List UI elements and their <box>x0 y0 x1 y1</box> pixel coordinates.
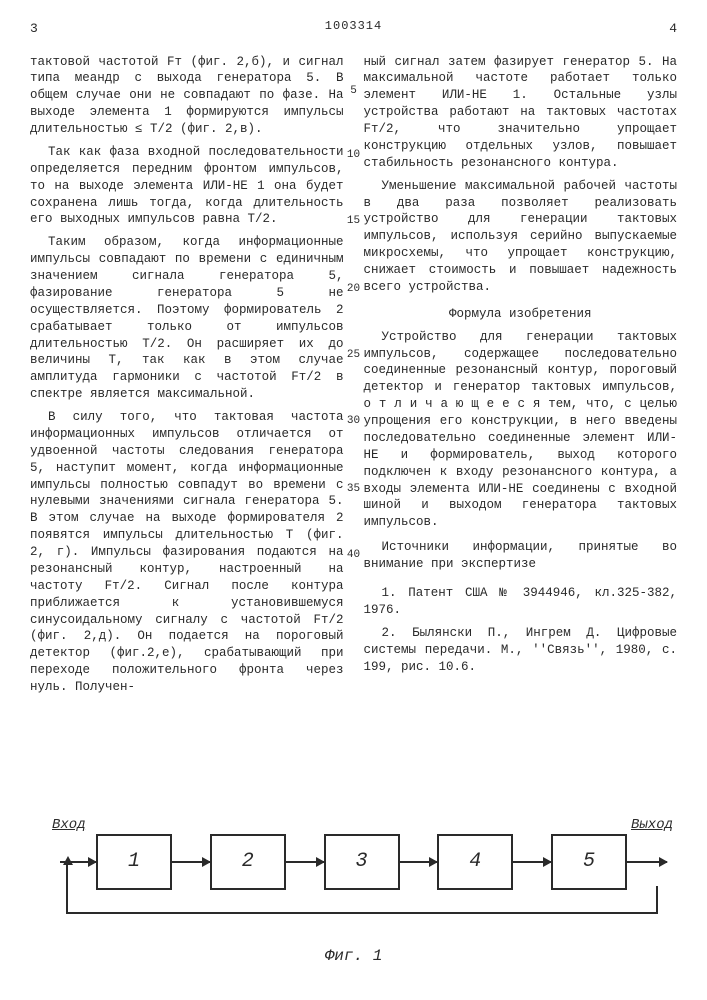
arrow-2-3 <box>286 861 324 863</box>
line-marker-10: 10 <box>347 148 360 163</box>
line-marker-30: 30 <box>347 414 360 429</box>
feedback-up <box>66 864 68 914</box>
right-para-3: Устройство для генерации тактовых импуль… <box>364 329 678 532</box>
block-4: 4 <box>437 834 513 890</box>
output-label: Выход <box>631 816 673 835</box>
left-para-3: Таким образом, когда информационные импу… <box>30 234 344 403</box>
left-page-number: 3 <box>30 20 38 38</box>
right-column: ный сигнал затем фазирует генератор 5. Н… <box>364 54 678 702</box>
arrow-1-2 <box>172 861 210 863</box>
right-para-1: ный сигнал затем фазирует генератор 5. Н… <box>364 54 678 172</box>
block-5: 5 <box>551 834 627 890</box>
right-page-number: 4 <box>669 20 677 38</box>
left-para-4: В силу того, что тактовая частота информ… <box>30 409 344 696</box>
right-para-2: Уменьшение максимальной рабочей частоты … <box>364 178 678 296</box>
block-chain: 1 2 3 4 5 <box>60 834 667 890</box>
line-marker-40: 40 <box>347 548 360 563</box>
figure-caption: Фиг. 1 <box>325 946 383 968</box>
line-marker-35: 35 <box>347 482 360 497</box>
arrow-output <box>627 861 667 863</box>
formula-title: Формула изобретения <box>364 306 678 323</box>
left-para-2: Так как фаза входной последовательности … <box>30 144 344 228</box>
line-marker-20: 20 <box>347 282 360 297</box>
line-marker-25: 25 <box>347 348 360 363</box>
source-2: 2. Былянски П., Ингрем Д. Цифровые систе… <box>364 625 678 676</box>
line-marker-5: 5 <box>350 84 357 99</box>
feedback-down <box>656 886 658 914</box>
block-2: 2 <box>210 834 286 890</box>
input-label: Вход <box>52 816 86 835</box>
arrow-3-4 <box>400 861 438 863</box>
left-para-1: тактовой частотой Fт (фиг. 2,б), и сигна… <box>30 54 344 138</box>
figure-1-diagram: Вход Выход 1 2 3 4 5 Фиг. 1 <box>30 798 677 968</box>
left-column: тактовой частотой Fт (фиг. 2,б), и сигна… <box>30 54 344 702</box>
source-1: 1. Патент США № 3944946, кл.325-382, 197… <box>364 585 678 619</box>
arrow-4-5 <box>513 861 551 863</box>
line-marker-15: 15 <box>347 214 360 229</box>
block-1: 1 <box>96 834 172 890</box>
block-3: 3 <box>324 834 400 890</box>
document-number: 1003314 <box>325 18 382 34</box>
feedback-horizontal <box>66 912 658 914</box>
feedback-arrowhead-icon <box>63 856 73 865</box>
sources-title: Источники информации, принятые во вниман… <box>364 539 678 573</box>
